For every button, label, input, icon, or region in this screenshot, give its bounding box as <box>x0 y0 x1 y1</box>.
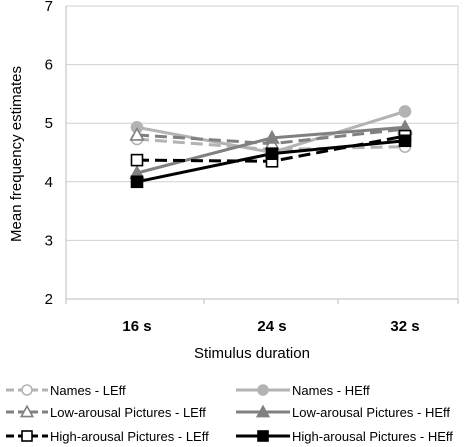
x-tick-label: 16 s <box>122 318 151 335</box>
legend-item: Low-arousal Pictures - LEff <box>6 404 206 420</box>
y-tick-label: 2 <box>45 291 53 308</box>
y-axis-label: Mean frequency estimates <box>8 66 25 242</box>
data-point <box>130 175 144 189</box>
x-tick-label: 32 s <box>390 318 419 335</box>
y-tick-label: 3 <box>45 232 53 249</box>
legend-item: Low-arousal Pictures - HEff <box>236 404 450 420</box>
legend-label: Names - HEff <box>292 383 370 398</box>
legend-item: High-arousal Pictures - LEff <box>6 429 209 444</box>
data-point <box>264 129 280 144</box>
legend-marker <box>21 430 33 442</box>
legend-marker <box>21 384 33 396</box>
legend-label: Low-arousal Pictures - HEff <box>292 405 450 420</box>
data-point <box>129 126 145 141</box>
data-point <box>398 134 412 148</box>
data-point <box>265 147 279 160</box>
data-point <box>398 105 412 118</box>
legend-item: High-arousal Pictures - HEff <box>236 429 453 444</box>
legend-item: Names - HEff <box>236 383 370 398</box>
x-axis-ticks: 16 s 24 s 32 s <box>122 318 419 335</box>
series-group <box>129 105 413 189</box>
legend-label: High-arousal Pictures - HEff <box>292 429 453 444</box>
legend: Names - LEff Names - HEff Low-arousal Pict… <box>6 383 453 444</box>
data-point <box>130 153 144 167</box>
y-tick-label: 7 <box>45 0 53 15</box>
y-tick-label: 4 <box>45 174 53 191</box>
legend-item: Names - LEff <box>6 383 126 398</box>
legend-marker <box>257 384 269 396</box>
legend-label: High-arousal Pictures - LEff <box>50 429 209 444</box>
legend-label: Low-arousal Pictures - LEff <box>50 405 206 420</box>
y-axis-ticks: 2 3 4 5 6 7 <box>45 0 53 308</box>
legend-marker <box>19 404 35 418</box>
legend-label: Names - LEff <box>50 383 126 398</box>
legend-marker <box>257 430 269 442</box>
series-6 <box>130 134 412 189</box>
legend-marker <box>255 404 271 418</box>
y-tick-label: 6 <box>45 57 53 74</box>
x-tick-label: 24 s <box>257 318 286 335</box>
y-tick-label: 5 <box>45 115 53 132</box>
x-axis-label: Stimulus duration <box>194 345 310 362</box>
